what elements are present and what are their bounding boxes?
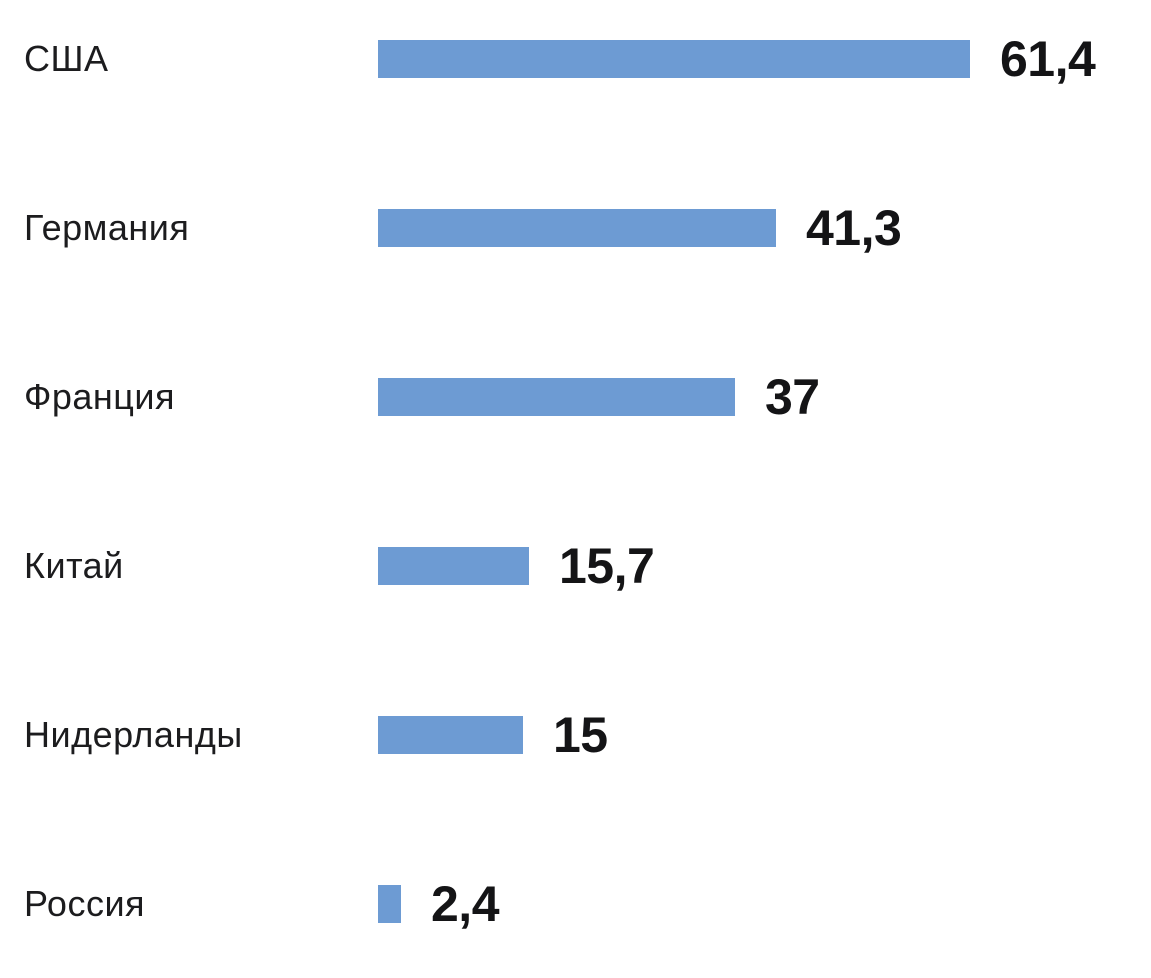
chart-row: Нидерланды 15: [24, 707, 1151, 763]
bar: [378, 209, 776, 247]
value-label: 2,4: [431, 876, 500, 932]
bar: [378, 885, 401, 923]
chart-row: США 61,4: [24, 31, 1151, 87]
bar: [378, 40, 970, 78]
bar: [378, 378, 735, 416]
value-label: 15,7: [559, 538, 655, 594]
category-label: Россия: [24, 883, 146, 924]
chart-row: Россия 2,4: [24, 876, 1151, 932]
category-label: Нидерланды: [24, 714, 243, 755]
category-label: Китай: [24, 545, 124, 586]
category-label: Франция: [24, 376, 176, 417]
chart-row: Китай 15,7: [24, 538, 1151, 594]
chart-row: Германия 41,3: [24, 200, 1151, 256]
value-label: 15: [553, 707, 608, 763]
category-label: Германия: [24, 207, 190, 248]
bar: [378, 547, 529, 585]
value-label: 61,4: [1000, 31, 1096, 87]
value-label: 37: [765, 369, 820, 425]
bar: [378, 716, 523, 754]
value-label: 41,3: [806, 200, 902, 256]
chart-row: Франция 37: [24, 369, 1151, 425]
category-label: США: [24, 38, 109, 79]
